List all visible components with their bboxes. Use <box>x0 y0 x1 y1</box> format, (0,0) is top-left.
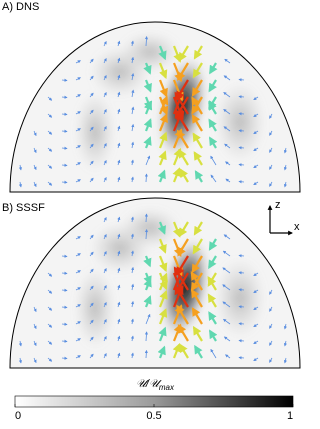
panel: A) DNS <box>2 1 300 192</box>
z-label: z <box>275 199 281 211</box>
vector <box>146 214 147 222</box>
field-blob <box>75 268 115 348</box>
field-blob <box>75 92 115 172</box>
colorbar-tick-label: 0.5 <box>146 410 161 422</box>
axes-icon: z x <box>270 199 300 233</box>
x-label: x <box>294 221 300 233</box>
vector <box>146 174 147 182</box>
panel-label: A) DNS <box>2 1 39 13</box>
colorbar-label: 𝒰/𝒰max <box>136 378 175 392</box>
panel: B) SSSF <box>2 198 300 368</box>
colorbar-label-sub: max <box>159 383 175 392</box>
panel-label: B) SSSF <box>2 202 45 214</box>
field-blob <box>215 82 265 162</box>
colorbar-tick-label: 1 <box>287 410 293 422</box>
vector <box>146 350 147 358</box>
colorbar-tick-label: 0 <box>15 410 21 422</box>
field-blob <box>120 32 180 72</box>
panels: A) DNS B) SSSF <box>2 1 300 368</box>
field-blob <box>120 208 180 248</box>
field-blob <box>215 258 265 338</box>
figure: A) DNS B) SSSF z x 𝒰/𝒰max 0 0.5 1 <box>0 0 309 424</box>
